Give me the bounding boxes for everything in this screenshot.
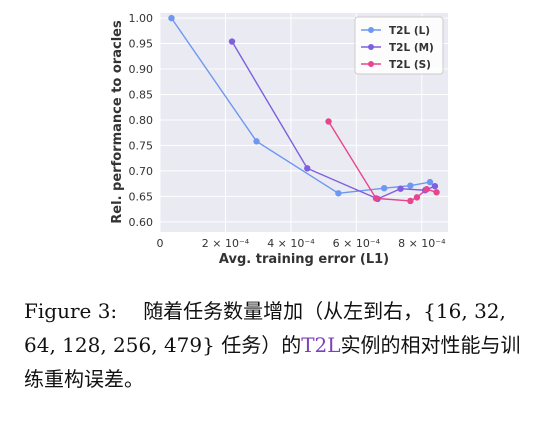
data-point <box>372 195 380 202</box>
y-tick-label: 0.95 <box>129 38 154 51</box>
data-point <box>380 185 388 192</box>
y-tick-label: 0.60 <box>129 216 154 229</box>
data-point <box>426 178 434 186</box>
y-tick-label: 0.90 <box>129 63 154 76</box>
legend-label: T2L (L) <box>389 25 430 37</box>
data-point <box>413 194 421 201</box>
legend-label: T2L (M) <box>389 42 434 54</box>
y-tick-label: 0.70 <box>129 165 154 178</box>
caption-text-after: 实例的相对性能与训练重构误差。 <box>24 333 521 391</box>
legend: T2L (L) T2L (M) T2L (S) <box>354 16 444 75</box>
figure-caption: Figure 3: 随着任务数量增加（从左到右，{16, 32, 64, 128,… <box>24 294 540 396</box>
y-tick-label: 0.80 <box>129 114 154 127</box>
legend-marker <box>368 44 374 50</box>
data-point <box>407 197 414 205</box>
x-axis-label: Avg. training error (L1) <box>219 252 389 267</box>
x-tick-label: 6 × 10⁻⁴ <box>333 237 381 250</box>
data-point <box>431 182 439 190</box>
series-layer <box>168 14 440 205</box>
x-tick-label: 4 × 10⁻⁴ <box>267 237 315 250</box>
series-line <box>170 17 431 195</box>
data-point <box>325 118 332 125</box>
data-point <box>168 14 175 22</box>
y-tick-label: 1.00 <box>129 12 154 25</box>
data-point <box>407 182 414 189</box>
figure-label: Figure 3: <box>24 299 118 323</box>
data-point <box>228 38 236 45</box>
data-point <box>397 185 404 192</box>
data-point <box>335 190 342 197</box>
data-point <box>433 189 440 196</box>
y-tick-label: 0.85 <box>129 88 154 101</box>
legend-marker <box>368 27 374 33</box>
y-tick-label: 0.75 <box>129 139 154 152</box>
grid <box>159 13 448 232</box>
caption-text-before: 随着任务数量增加（从左到右，{16, 32, 64, 128, 256, 479… <box>24 299 506 357</box>
legend-box <box>354 16 444 75</box>
data-point <box>423 186 430 193</box>
x-tick-label: 0 <box>157 237 164 250</box>
y-tick-label: 0.65 <box>129 190 154 203</box>
x-ticks: 0 2 × 10⁻⁴ 4 × 10⁻⁴ 6 × 10⁻⁴ 8 × 10⁻⁴ <box>157 237 447 250</box>
legend-marker <box>368 61 374 67</box>
data-point <box>253 138 260 145</box>
x-tick-label: 8 × 10⁻⁴ <box>398 237 446 250</box>
legend-label: T2L (S) <box>389 59 431 71</box>
caption-highlight: T2L <box>301 333 341 357</box>
y-ticks: 0.60 0.65 0.70 0.75 0.80 0.85 0.90 0.95 1.00 <box>129 12 154 229</box>
x-tick-label: 2 × 10⁻⁴ <box>202 237 250 250</box>
y-axis-label: Rel. performance to oracles <box>110 20 125 224</box>
data-point <box>304 165 311 172</box>
